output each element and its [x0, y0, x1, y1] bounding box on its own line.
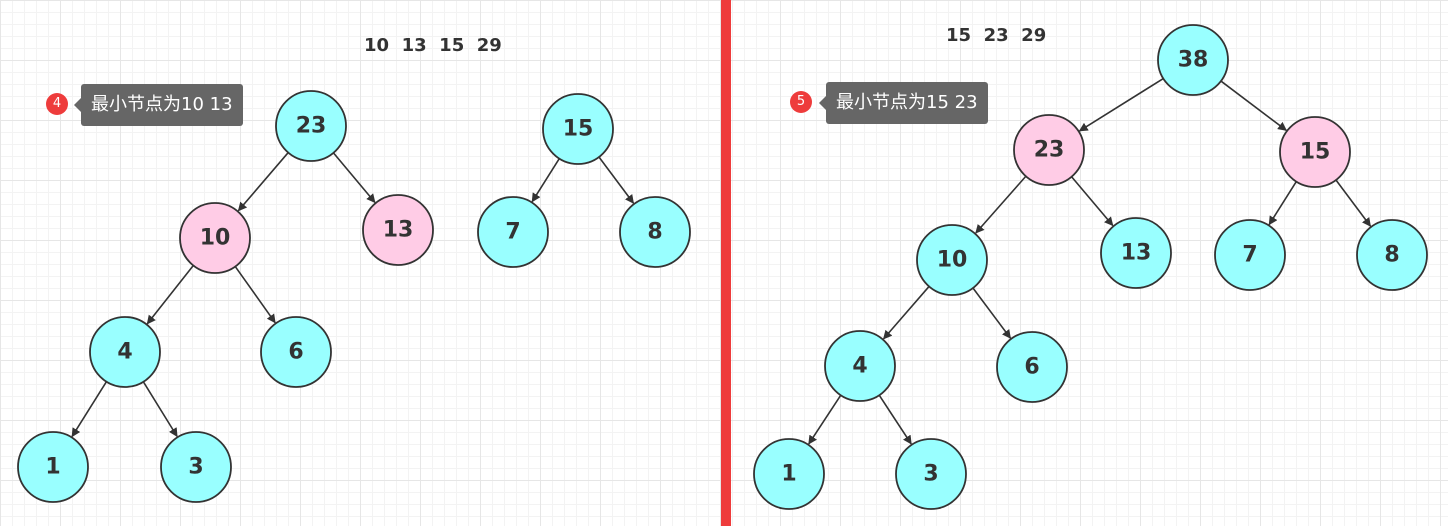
node-circle	[1214, 219, 1286, 291]
node-circle	[275, 90, 347, 162]
tree-edge	[142, 381, 178, 438]
tree-node-8: 8	[619, 196, 691, 268]
node-circle	[1157, 24, 1229, 96]
tree-edge	[234, 266, 276, 324]
tree-node-4: 4	[824, 330, 896, 402]
tree-edge	[332, 152, 376, 204]
tree-node-15: 15	[542, 93, 614, 165]
node-circle	[477, 196, 549, 268]
tree-edge	[1335, 179, 1372, 227]
tree-edge	[1070, 176, 1114, 227]
panel-step-4: 10 13 15 29 4 最小节点为10 13 23 10 13 4 6 1 3 15 7 8	[0, 0, 721, 526]
tree-edge	[975, 175, 1027, 234]
tree-node-6: 6	[260, 316, 332, 388]
tree-edge	[598, 156, 635, 204]
node-label: 6	[1024, 355, 1039, 380]
tree-edge	[237, 152, 289, 212]
tree-edge	[1078, 77, 1164, 132]
tree-node-6: 6	[996, 331, 1068, 403]
node-label: 23	[296, 114, 327, 139]
node-label: 15	[563, 117, 594, 142]
tree-node-3: 3	[160, 431, 232, 503]
weight-sequence: 15 23 29	[946, 25, 1047, 46]
node-circle	[260, 316, 332, 388]
node-label: 3	[923, 462, 938, 487]
tree-edge	[882, 285, 930, 340]
node-circle	[1279, 116, 1351, 188]
node-label: 4	[117, 340, 132, 365]
panel-step-5: 15 23 29 5 最小节点为15 23 38 23 15 10 13 7 8 4 6 1 3	[731, 0, 1448, 526]
node-circle	[1100, 217, 1172, 289]
node-circle	[619, 196, 691, 268]
tree-node-10: 10	[916, 224, 988, 296]
node-circle	[89, 316, 161, 388]
node-label: 10	[200, 226, 231, 251]
tree-node-7: 7	[477, 196, 549, 268]
node-label: 23	[1034, 138, 1065, 163]
node-label: 7	[1242, 243, 1257, 268]
node-circle	[17, 431, 89, 503]
node-circle	[824, 330, 896, 402]
node-circle	[753, 438, 825, 510]
node-label: 7	[505, 220, 520, 245]
tree-node-7: 7	[1214, 219, 1286, 291]
tree-node-23: 23	[275, 90, 347, 162]
tree-edge	[808, 394, 842, 445]
step-badge: 5	[790, 91, 812, 113]
tree-node-1: 1	[17, 431, 89, 503]
tree-node-13: 13	[1100, 217, 1172, 289]
tree-edge	[146, 264, 194, 325]
node-label: 1	[45, 455, 60, 480]
tree-node-3: 3	[895, 438, 967, 510]
node-circle	[179, 202, 251, 274]
tree-node-1: 1	[753, 438, 825, 510]
node-label: 1	[781, 462, 796, 487]
step-tooltip: 最小节点为10 13	[74, 84, 243, 126]
node-circle	[1356, 219, 1428, 291]
node-label: 10	[937, 248, 968, 273]
node-label: 38	[1178, 48, 1209, 73]
node-circle	[895, 438, 967, 510]
tree-node-13: 13	[362, 194, 434, 266]
node-label: 4	[852, 354, 867, 379]
panel-divider	[721, 0, 731, 526]
node-label: 13	[1121, 241, 1152, 266]
step-tooltip: 最小节点为15 23	[819, 82, 988, 124]
tree-node-10: 10	[179, 202, 251, 274]
node-label: 6	[288, 340, 303, 365]
tree-edge	[1268, 181, 1297, 226]
node-label: 3	[188, 455, 203, 480]
tree-node-4: 4	[89, 316, 161, 388]
node-circle	[996, 331, 1068, 403]
tree-edge	[1220, 80, 1287, 131]
tree-node-38: 38	[1157, 24, 1229, 96]
node-circle	[362, 194, 434, 266]
tree-edge	[531, 158, 560, 203]
node-circle	[1013, 114, 1085, 186]
tree-edge	[972, 287, 1012, 339]
node-label: 8	[1384, 243, 1399, 268]
node-circle	[542, 93, 614, 165]
tree-node-8: 8	[1356, 219, 1428, 291]
node-label: 8	[647, 220, 662, 245]
node-label: 13	[383, 218, 414, 243]
step-badge: 4	[46, 93, 68, 115]
tree-edge	[71, 381, 108, 438]
node-label: 15	[1300, 140, 1331, 165]
tree-node-15: 15	[1279, 116, 1351, 188]
weight-sequence: 10 13 15 29	[364, 35, 502, 56]
tree-edge	[878, 394, 912, 445]
node-circle	[916, 224, 988, 296]
tree-node-23: 23	[1013, 114, 1085, 186]
node-circle	[160, 431, 232, 503]
